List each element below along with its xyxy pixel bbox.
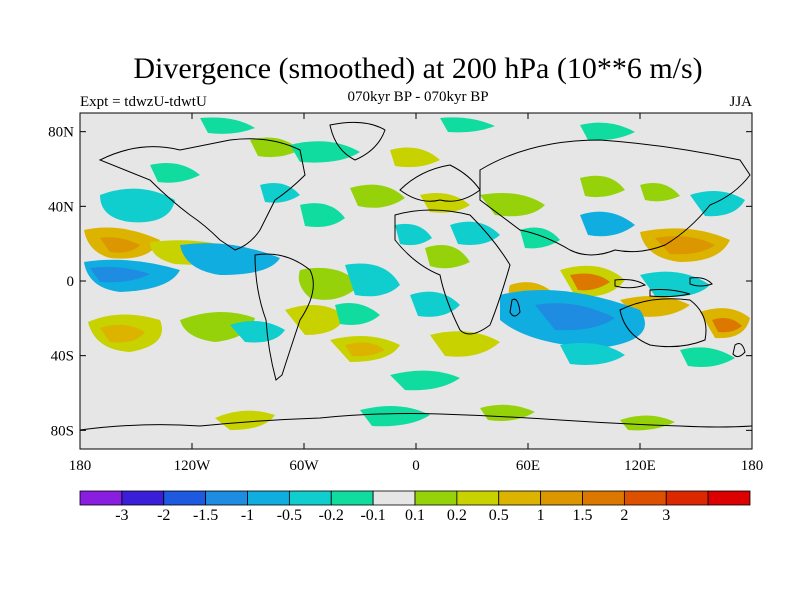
colorbar-swatch — [247, 490, 290, 506]
lon-tick-label: 60E — [516, 458, 540, 474]
colorbar-swatch — [414, 490, 458, 506]
colorbar-label: 0.2 — [446, 507, 467, 524]
plot-subtitle: 070kyr BP - 070kyr BP — [347, 89, 489, 105]
colorbar-swatch — [707, 490, 751, 506]
coastlines — [79, 121, 753, 431]
colorbar-swatch — [540, 490, 583, 506]
colorbar-label: 3 — [662, 507, 671, 524]
colorbar-swatch — [372, 490, 416, 506]
lat-tick-label: 40N — [48, 199, 74, 215]
colorbar-swatch — [330, 490, 374, 506]
lon-tick-label: 120E — [624, 458, 656, 474]
colorbar-label: -1.5 — [192, 507, 219, 524]
colorbar-swatch — [498, 490, 542, 506]
colorbar-swatch — [582, 490, 625, 506]
plot-title: Divergence (smoothed) at 200 hPa (10**6 … — [133, 52, 703, 85]
colorbar-swatch — [79, 490, 123, 506]
experiment-label: Expt = tdwzU-tdwtU — [80, 94, 207, 110]
season-label: JJA — [729, 94, 752, 110]
colorbar-label: 0.1 — [405, 507, 425, 524]
colorbar-swatch — [288, 490, 332, 506]
colorbar-swatch — [623, 490, 667, 506]
colorbar-swatch — [121, 490, 165, 506]
colorbar-label: -0.2 — [318, 507, 344, 524]
latitude-axis: 80N 40N 0 40S 80S — [48, 125, 752, 439]
colorbar-swatch — [665, 490, 709, 506]
colorbar-label: 1.5 — [572, 507, 593, 524]
lon-tick-label: 0 — [412, 458, 420, 474]
lat-tick-label: 80S — [51, 423, 74, 439]
colorbar — [79, 490, 751, 506]
lon-tick-label: 120W — [174, 458, 212, 474]
colorbar-label: -1 — [240, 507, 255, 524]
colorbar-label: 0.5 — [488, 507, 509, 524]
colorbar-swatch — [205, 490, 248, 506]
colorbar-label: -2 — [157, 507, 171, 524]
colorbar-swatch — [456, 490, 500, 506]
colorbar-label: 1 — [536, 507, 545, 524]
colorbar-label: -0.1 — [360, 507, 386, 524]
lat-tick-label: 40S — [51, 349, 74, 365]
lat-tick-label: 0 — [67, 274, 75, 290]
lon-tick-label: 180 — [741, 458, 764, 474]
longitude-axis: 180 120W 60W 0 60E 120E 180 — [69, 113, 764, 474]
field-patches — [84, 117, 750, 431]
lat-tick-label: 80N — [48, 125, 74, 141]
colorbar-label: -3 — [115, 507, 129, 524]
map-background — [80, 113, 752, 449]
colorbar-label: -0.5 — [276, 507, 303, 524]
colorbar-label: 2 — [620, 507, 629, 524]
lon-tick-label: 60W — [289, 458, 319, 474]
lon-tick-label: 180 — [69, 458, 92, 474]
colorbar-swatch — [163, 490, 207, 506]
